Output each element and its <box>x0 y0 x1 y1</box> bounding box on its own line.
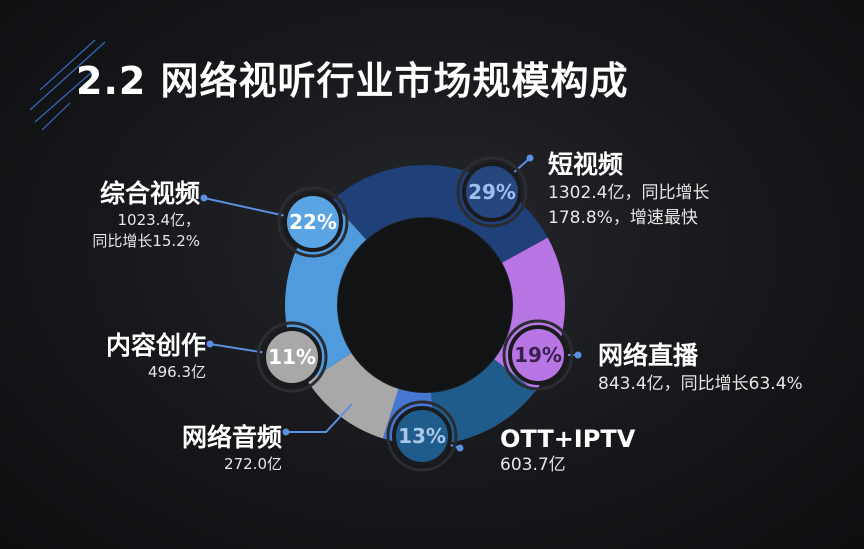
donut-hole <box>338 218 512 392</box>
badge-ring-5 <box>277 186 349 258</box>
segment-name-3: 网络音频 <box>181 423 282 452</box>
badge-0 <box>462 162 522 222</box>
leader-dot-4 <box>206 340 214 348</box>
badge-2 <box>392 406 452 466</box>
segment-name-4: 内容创作 <box>105 331 206 360</box>
segment-desc-1-0: 843.4亿，同比增长63.4% <box>598 374 803 394</box>
leader-dot-0 <box>526 154 534 162</box>
segment-label-5: 综合视频 1023.4亿， 同比增长15.2% <box>40 174 200 252</box>
segment-desc-0-1: 178.8%，增速最快 <box>548 208 698 228</box>
segment-label-2: OTT+IPTV 603.7亿 <box>500 425 635 478</box>
percent-label-2: 13% <box>398 424 446 448</box>
segment-name-5: 综合视频 <box>99 179 200 208</box>
segment-label-0: 短视频 1302.4亿，同比增长 178.8%，增速最快 <box>548 145 709 231</box>
page-title: 2.2 网络视听行业市场规模构成 <box>76 59 629 103</box>
decoration-line <box>34 71 93 123</box>
badge-1 <box>508 325 568 385</box>
segment-label-1: 网络直播 843.4亿，同比增长63.4% <box>598 336 803 397</box>
badge-ring-2 <box>386 400 458 472</box>
decoration-line <box>39 39 96 91</box>
segment-label-4: 内容创作 496.3亿 <box>70 326 206 383</box>
segment-desc-3-0: 272.0亿 <box>224 455 282 473</box>
segment-desc-4-0: 496.3亿 <box>148 363 206 381</box>
badge-ring-1 <box>502 319 574 391</box>
badge-ring-4 <box>256 321 328 393</box>
leader-dot-5 <box>200 194 208 202</box>
segment-desc-2-0: 603.7亿 <box>500 455 566 475</box>
percent-label-1: 19% <box>514 343 562 367</box>
decoration-line <box>41 102 71 131</box>
segment-desc-5-0: 1023.4亿， <box>117 211 201 229</box>
badge-5 <box>283 192 343 252</box>
segment-name-2: OTT+IPTV <box>500 425 636 453</box>
donut-slice-2 <box>431 359 536 445</box>
segment-label-3: 网络音频 272.0亿 <box>170 418 282 475</box>
percent-label-5: 22% <box>289 210 337 234</box>
badge-ring-0 <box>456 156 528 228</box>
percent-label-4: 11% <box>268 345 316 369</box>
badge-4 <box>262 327 322 387</box>
leader-dot-2 <box>456 444 464 452</box>
segment-name-1: 网络直播 <box>598 341 699 370</box>
leader-dot-1 <box>574 351 582 359</box>
decoration-line <box>29 41 106 111</box>
leader-dot-3 <box>282 428 290 436</box>
segment-name-0: 短视频 <box>548 150 624 179</box>
leader-line-3 <box>286 403 353 433</box>
percent-label-0: 29% <box>468 180 516 204</box>
donut-slice-4 <box>307 353 399 439</box>
segment-desc-0-0: 1302.4亿，同比增长 <box>548 183 710 203</box>
segment-desc-5-1: 同比增长15.2% <box>92 232 200 250</box>
